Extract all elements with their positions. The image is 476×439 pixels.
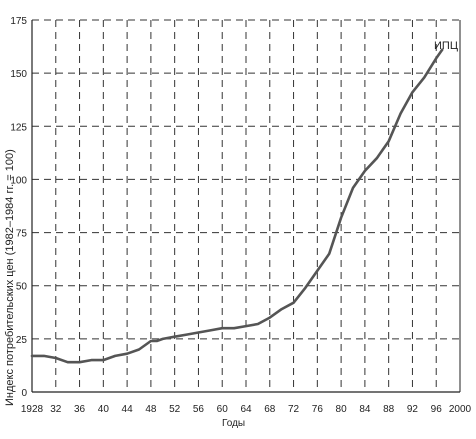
data-point — [399, 112, 402, 115]
x-tick-label: 44 — [122, 404, 134, 415]
data-point — [150, 340, 152, 342]
data-point — [197, 331, 200, 334]
data-point — [387, 140, 390, 143]
data-point — [78, 361, 81, 364]
x-tick-label: 64 — [240, 404, 252, 415]
y-tick-label: 0 — [21, 388, 27, 399]
series-line-cpi — [30, 48, 444, 364]
data-point — [340, 216, 342, 219]
data-point — [102, 359, 105, 361]
x-tick-label: 96 — [431, 404, 443, 415]
x-tick-label: 36 — [74, 404, 86, 415]
y-tick-label: 175 — [10, 16, 27, 27]
x-tick-label: 1928 — [21, 404, 44, 415]
series-label: ИПЦ — [434, 40, 458, 52]
x-tick-label: 88 — [383, 404, 395, 415]
data-point — [268, 316, 271, 319]
data-point — [245, 325, 247, 327]
x-tick-label: 60 — [217, 404, 229, 415]
x-tick-label: 80 — [336, 404, 348, 415]
data-point — [66, 361, 69, 364]
data-point — [233, 327, 236, 330]
x-tick-label: 84 — [359, 404, 371, 415]
data-point — [435, 57, 438, 60]
y-tick-label: 50 — [16, 282, 28, 293]
y-tick-label: 75 — [16, 229, 28, 240]
data-point — [280, 308, 283, 310]
x-tick-label: 48 — [145, 404, 157, 415]
y-tick-label: 150 — [10, 69, 27, 80]
x-tick-label: 76 — [312, 404, 324, 415]
data-point — [328, 252, 331, 255]
x-tick-label: 2000 — [449, 404, 472, 415]
y-tick-label: 25 — [16, 335, 28, 346]
data-point — [316, 269, 319, 272]
data-point — [423, 76, 426, 79]
data-point — [292, 301, 295, 304]
data-point — [114, 355, 117, 357]
data-point — [257, 323, 259, 325]
y-tick-label: 125 — [10, 122, 27, 133]
data-point — [441, 48, 444, 51]
x-tick-label: 52 — [169, 404, 181, 415]
x-tick-label: 68 — [264, 404, 276, 415]
x-tick-label: 56 — [193, 404, 205, 415]
data-point — [364, 170, 366, 172]
data-point — [411, 91, 414, 94]
data-point — [31, 355, 33, 357]
x-tick-label: 32 — [50, 404, 62, 415]
x-tick-label: 40 — [98, 404, 110, 415]
y-axis-title: Индекс потребительских цен (1982–1984 гг… — [4, 149, 16, 406]
data-point — [43, 355, 45, 357]
data-point — [221, 327, 224, 330]
data-point — [352, 187, 354, 189]
data-point — [155, 340, 158, 342]
x-tick-label: 72 — [288, 404, 300, 415]
y-tick-label: 100 — [10, 175, 27, 186]
data-point — [138, 348, 140, 351]
data-point — [54, 357, 57, 359]
data-point — [304, 286, 307, 289]
x-tick-label: 92 — [407, 404, 419, 415]
data-point — [185, 333, 188, 336]
data-point — [375, 157, 378, 160]
data-point — [90, 359, 93, 361]
data-point — [126, 352, 128, 355]
data-point — [209, 329, 212, 332]
data-point — [173, 335, 176, 338]
data-point — [161, 338, 164, 340]
x-axis-title: Годы — [222, 418, 246, 429]
